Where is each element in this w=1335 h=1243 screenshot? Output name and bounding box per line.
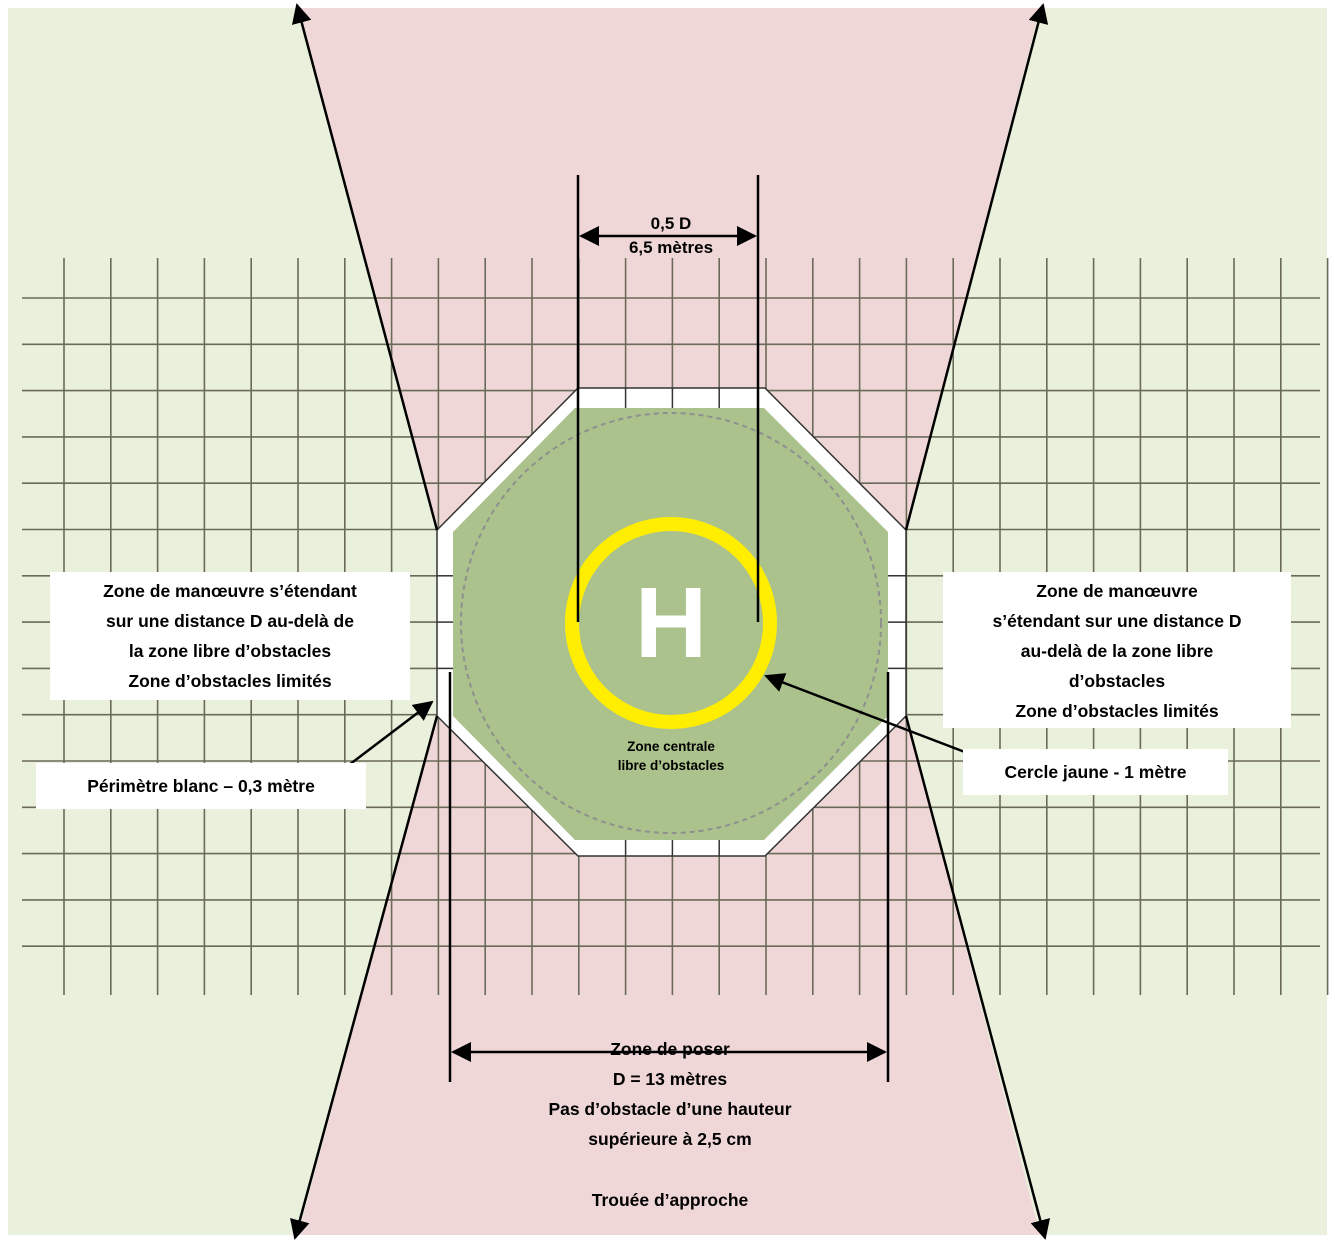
right-zone-label-line-5: Zone d’obstacles limités xyxy=(1015,701,1219,721)
yellow-circle-pointer xyxy=(764,673,971,756)
white-perimeter-pointer xyxy=(344,700,434,769)
right-zone-label-line-3: au-delà de la zone libre xyxy=(1020,641,1214,661)
left-zone-label-line-3: la zone libre d’obstacles xyxy=(128,641,332,661)
approach-line-top-left xyxy=(291,3,439,531)
left-zone-label: Zone de manœuvre s’étendant sur une dist… xyxy=(50,572,410,700)
landing-area xyxy=(453,408,888,840)
top-dimension-label: 0,5 D 6,5 mètres xyxy=(596,212,746,260)
perimeter-ticks xyxy=(437,388,906,856)
central-zone-label: Zone centrale libre d’obstacles xyxy=(596,737,746,775)
left-zone-label-line-1: Zone de manœuvre s’étendant xyxy=(103,581,357,601)
left-zone-label-line-4: Zone d’obstacles limités xyxy=(128,671,332,691)
yellow-circle xyxy=(565,517,777,729)
yellow-circle-label: Cercle jaune - 1 mètre xyxy=(963,749,1228,795)
right-zone-label-line-2: s’étendant sur une distance D xyxy=(992,611,1242,631)
octagon-frame xyxy=(436,387,907,857)
right-zone-label-line-4: d’obstacles xyxy=(1068,671,1166,691)
white-perimeter-label: Périmètre blanc – 0,3 mètre xyxy=(36,763,366,809)
left-zone-label-line-2: sur une distance D au-delà de xyxy=(106,611,354,631)
landing-zone-label-line-1: Zone de poser xyxy=(610,1039,730,1059)
top-dimension-label-line-1: 0,5 D xyxy=(650,214,692,233)
approach-line-top-right xyxy=(904,3,1049,531)
helipad-letter-h: H xyxy=(634,567,708,679)
top-dimension-label-line-2: 6,5 mètres xyxy=(628,238,714,257)
landing-zone-label-line-3: Pas d’obstacle d’une hauteur xyxy=(548,1099,792,1119)
landing-zone-label-line-4: supérieure à 2,5 cm xyxy=(588,1129,752,1149)
central-zone-label-line-2: libre d’obstacles xyxy=(617,758,725,773)
approach-line-bottom-left xyxy=(290,715,439,1240)
landing-zone-label: Zone de poser D = 13 mètres Pas d’obstac… xyxy=(470,1034,870,1154)
approach-label: Trouée d’approche xyxy=(591,1190,749,1210)
right-zone-label-line-1: Zone de manœuvre xyxy=(1036,581,1198,601)
landing-zone-label-line-2: D = 13 mètres xyxy=(612,1069,728,1089)
dashed-circle xyxy=(460,412,882,834)
right-zone-label: Zone de manœuvre s’étendant sur une dist… xyxy=(943,572,1291,728)
approach-zone-top xyxy=(298,8,1040,530)
central-zone-label-line-1: Zone centrale xyxy=(627,739,715,754)
approach-line-bottom-right xyxy=(904,715,1051,1240)
approach-zone-bottom xyxy=(298,716,1040,1235)
